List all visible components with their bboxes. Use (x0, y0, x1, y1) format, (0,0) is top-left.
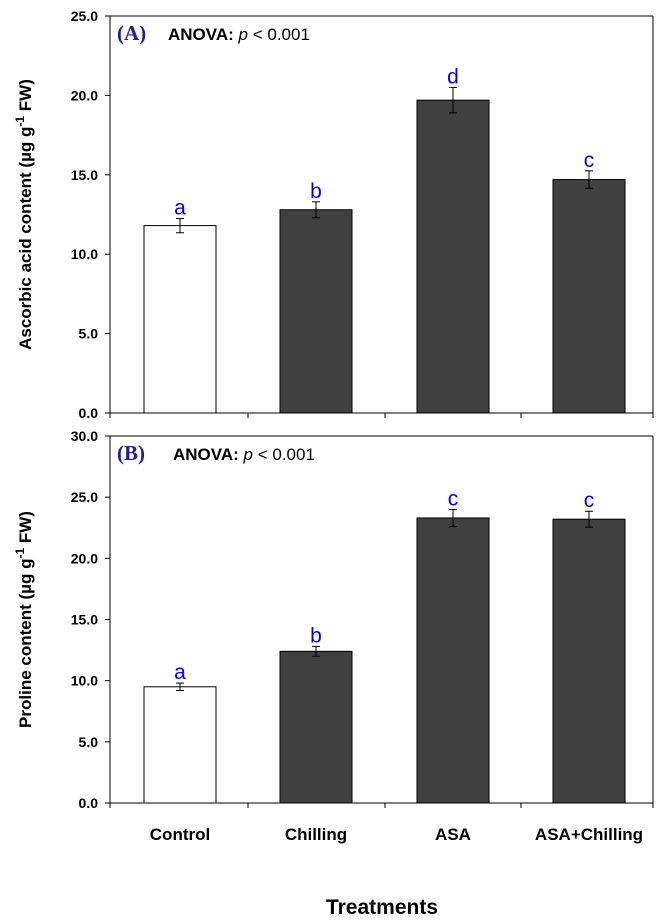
x-axis-title: Treatments (326, 896, 438, 919)
y-tick-label: 20.0 (71, 87, 98, 103)
significance-letter: c (584, 149, 595, 172)
significance-letter: b (310, 180, 322, 203)
significance-letter: a (174, 661, 186, 684)
panel-label: (A) (117, 21, 146, 45)
x-category-label: Control (150, 825, 210, 844)
y-tick-label: 15.0 (71, 612, 98, 628)
bar-asa-chilling (552, 179, 626, 414)
y-tick-label: 5.0 (79, 734, 99, 750)
y-axis-label: Ascorbic acid content (µg g-1 FW) (13, 79, 35, 350)
significance-letter: b (310, 624, 322, 647)
panel-a: 0.0 5.0 10.0 15.0 20.0 25.0 Ascorbic acid cont… (13, 8, 654, 421)
bar-control (143, 686, 217, 804)
significance-letter: d (447, 65, 459, 88)
bar-asa (416, 99, 490, 414)
bar-asa-chilling (552, 518, 626, 804)
x-category-label: ASA (435, 825, 471, 844)
anova-annotation: ANOVA: p < 0.001 (173, 445, 315, 464)
y-tick-label: 10.0 (71, 673, 98, 689)
significance-letter: a (174, 196, 186, 219)
y-tick-label: 25.0 (71, 489, 98, 505)
y-tick-label: 30.0 (71, 428, 98, 444)
bar-control (143, 225, 217, 414)
y-tick-label: 15.0 (71, 167, 98, 183)
y-axis-label: Proline content (µg g-1 FW) (13, 511, 35, 728)
y-tick-label: 10.0 (71, 246, 98, 262)
x-category-label: Chilling (285, 825, 347, 844)
panel-label: (B) (117, 441, 145, 465)
significance-letter: c (584, 489, 595, 512)
bar-chilling (279, 209, 353, 414)
x-category-label: ASA+Chilling (535, 825, 643, 844)
y-tick-label: 0.0 (79, 405, 99, 421)
y-tick-label: 20.0 (71, 550, 98, 566)
panel-b: 0.0 5.0 10.0 15.0 20.0 25.0 30.0 Proline conten… (13, 428, 654, 844)
bar-asa (416, 517, 490, 804)
y-tick-label: 0.0 (79, 795, 99, 811)
anova-annotation: ANOVA: p < 0.001 (168, 25, 310, 44)
significance-letter: c (448, 487, 459, 510)
bar-chilling (279, 650, 353, 804)
y-tick-label: 25.0 (71, 8, 98, 24)
y-tick-label: 5.0 (79, 326, 99, 342)
